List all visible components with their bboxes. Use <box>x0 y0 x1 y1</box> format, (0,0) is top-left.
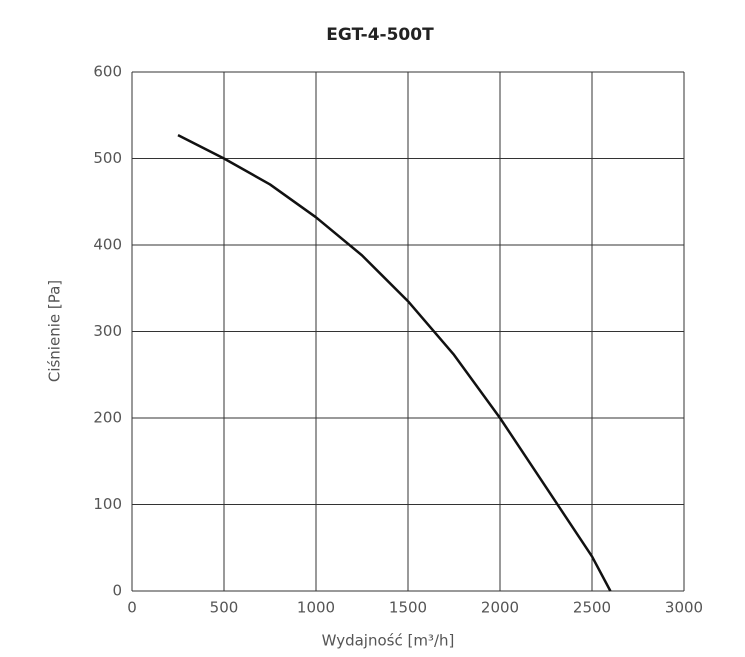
x-tick-label: 3000 <box>665 599 703 617</box>
x-tick-label: 0 <box>127 599 137 617</box>
x-tick-label: 1000 <box>297 599 335 617</box>
y-tick-label: 600 <box>93 63 122 81</box>
x-axis-label: Wydajność [m³/h] <box>322 632 455 650</box>
y-tick-label: 500 <box>93 149 122 167</box>
y-axis-label: Ciśnienie [Pa] <box>46 280 64 382</box>
x-tick-label: 2000 <box>481 599 519 617</box>
x-tick-label: 1500 <box>389 599 427 617</box>
curve <box>177 134 612 592</box>
x-tick-label: 2500 <box>573 599 611 617</box>
x-tick-label: 500 <box>210 599 239 617</box>
y-tick-label: 300 <box>93 322 122 340</box>
y-tick-label: 200 <box>93 409 122 427</box>
y-tick-label: 400 <box>93 236 122 254</box>
y-tick-label: 0 <box>112 582 122 600</box>
y-tick-label: 100 <box>93 495 122 513</box>
chart-title: EGT-4-500T <box>326 25 434 45</box>
